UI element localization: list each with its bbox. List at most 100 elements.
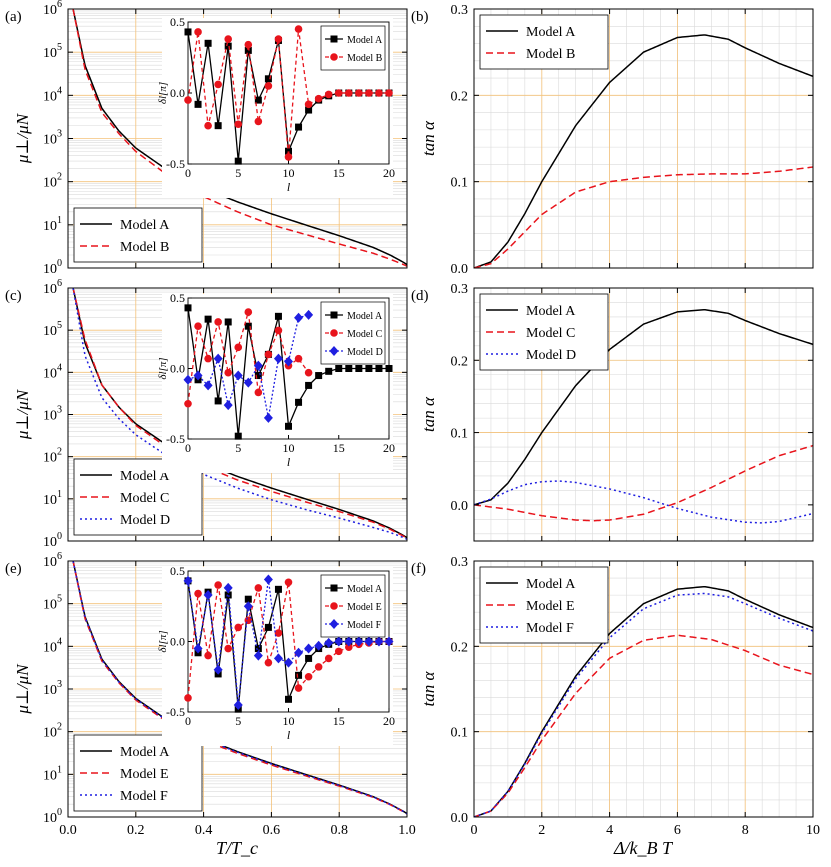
marker-circle (214, 318, 222, 326)
inset-x-tick-label: 10 (283, 166, 295, 180)
marker-square (244, 46, 252, 54)
marker-circle (355, 89, 363, 97)
y-tick-label: 0.0 (451, 811, 469, 826)
marker-diamond (294, 312, 304, 323)
marker-diamond (233, 370, 243, 381)
marker-diamond (284, 356, 293, 367)
marker-circle (274, 629, 283, 637)
marker-circle (294, 354, 303, 363)
marker-circle (184, 399, 192, 408)
inset-series-line (187, 579, 389, 706)
series-line-model-e (474, 634, 813, 817)
inset-x-tick-label: 10 (283, 441, 295, 455)
marker-circle (334, 647, 343, 656)
y-axis-label: tan α (419, 670, 438, 706)
marker-square (285, 147, 292, 155)
inset-x-axis-label: l (287, 180, 291, 194)
inset-legend: Model A Model E Model F (320, 574, 386, 638)
marker-circle (294, 25, 303, 33)
marker-square (214, 122, 222, 130)
marker-circle (274, 35, 283, 43)
y-axis-label: μ⊥/μN (13, 388, 32, 440)
marker-square (234, 157, 242, 165)
y-tick-label: 0.2 (451, 354, 469, 369)
panel-label: (e) (5, 561, 22, 577)
legend-label: Model A (120, 469, 170, 484)
x-tick-label: 1.0 (398, 823, 416, 838)
x-tick-label: 4 (606, 823, 613, 838)
series-line-model-d (474, 480, 813, 524)
marker-square (335, 365, 343, 372)
series-line-model-f (72, 561, 407, 815)
marker-diamond (183, 374, 193, 385)
plot-frame (473, 8, 814, 269)
x-axis-label-left: T/T_c (216, 838, 258, 858)
marker-circle (345, 89, 353, 97)
marker-square (274, 312, 282, 320)
marker-diamond (314, 640, 324, 651)
y-tick-label: 105 (43, 42, 62, 61)
marker-circle (254, 584, 263, 592)
panel-label: (d) (411, 288, 429, 304)
x-tick-label: 2 (538, 823, 545, 838)
marker-circle (345, 643, 353, 651)
series-line-model-a (72, 9, 407, 266)
legend-label: Model A (526, 25, 576, 40)
marker-square (355, 365, 363, 372)
marker-circle (184, 96, 192, 104)
marker-circle (304, 672, 313, 681)
marker-square (224, 591, 232, 599)
legend-label: Model A (526, 304, 576, 319)
x-tick-label: 0.2 (127, 823, 145, 838)
inset-x-tick-label: 20 (383, 714, 395, 728)
inset-x-tick-label: 0 (185, 714, 191, 728)
legend-label: Model E (120, 767, 169, 782)
plot-frame (473, 560, 814, 818)
marker-circle (254, 388, 263, 397)
y-tick-label: 0.0 (451, 262, 469, 277)
x-tick-label: 0.4 (195, 823, 213, 838)
marker-circle (254, 117, 263, 126)
marker-circle (324, 654, 333, 663)
marker-circle (284, 153, 293, 161)
marker-diamond (253, 360, 263, 371)
marker-circle (194, 28, 202, 36)
marker-circle (324, 90, 333, 99)
y-tick-label: 106 (43, 0, 62, 18)
marker-circle (284, 578, 293, 587)
series-line-model-a (474, 585, 813, 817)
panel-label: (c) (5, 288, 22, 304)
y-tick-label: 101 (43, 215, 62, 234)
marker-diamond (203, 380, 213, 391)
marker-diamond (273, 653, 283, 664)
panel-b: 0.0 0.1 0.2 0.3 tan α (b) Model A Model B (411, 3, 814, 277)
marker-circle (224, 35, 232, 43)
y-tick-label: 0.3 (451, 282, 469, 297)
inset-y-tick-label: 0.0 (170, 635, 185, 649)
marker-square (234, 432, 242, 440)
inset-x-tick-label: 5 (235, 714, 241, 728)
grid (474, 561, 813, 818)
inset-y-tick-label: -0.5 (166, 432, 185, 446)
y-tick-label: 0.2 (451, 89, 469, 104)
marker-diamond (344, 636, 354, 647)
inset-legend: Model A Model C Model D (320, 301, 386, 365)
marker-circle (184, 694, 192, 702)
marker-square (204, 315, 212, 323)
marker-square (224, 42, 232, 50)
marker-diamond (294, 647, 304, 658)
marker-square (365, 365, 373, 372)
marker-square (305, 106, 313, 114)
inset-x-tick-label: 5 (235, 441, 241, 455)
legend-label: Model C (526, 326, 575, 341)
marker-circle (214, 581, 222, 589)
inset-y-axis-label: δl[π] (157, 82, 169, 104)
inset-x-tick-label: 0 (185, 441, 191, 455)
y-tick-label: 102 (43, 447, 62, 466)
marker-diamond (223, 582, 233, 593)
inset-x-tick-label: 0 (185, 166, 191, 180)
marker-diamond (273, 353, 283, 364)
y-tick-label: 0.1 (451, 176, 469, 191)
